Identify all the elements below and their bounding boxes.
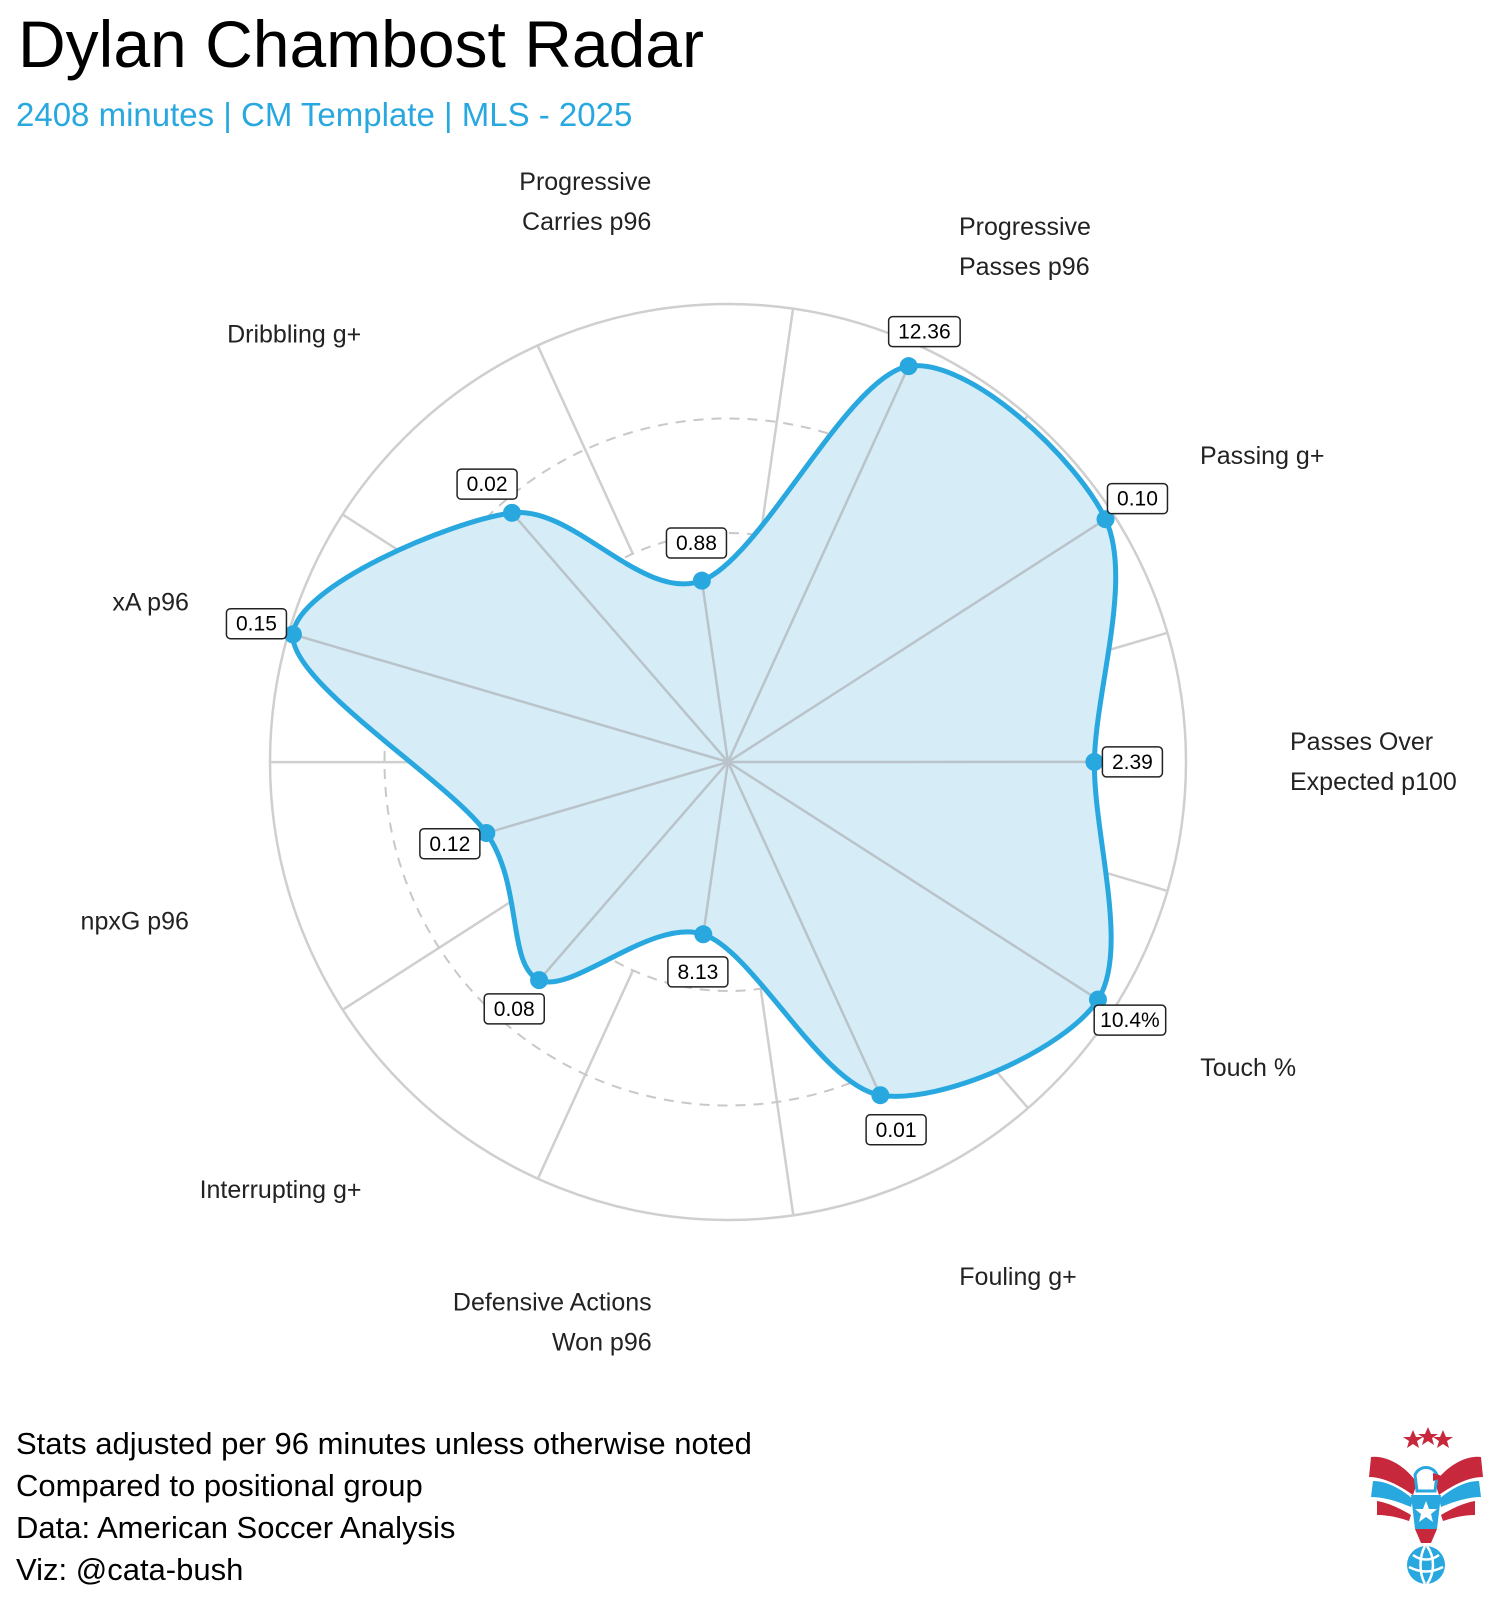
caption-line: Stats adjusted per 96 minutes unless oth… [16, 1426, 752, 1461]
eagle-logo-icon [1369, 1427, 1483, 1585]
caption-line: Viz: @cata-bush [16, 1552, 244, 1587]
value-label: 12.36 [887, 315, 961, 348]
spoke-line [292, 633, 729, 764]
spoke-line [511, 512, 729, 763]
axis-label: Touch % [1200, 1054, 1296, 1082]
axis-label: Dribbling g+ [227, 320, 361, 348]
axis-label: Passing g+ [1200, 442, 1324, 470]
value-label: 0.15 [225, 607, 288, 640]
caption-line: Data: American Soccer Analysis [16, 1510, 456, 1545]
value-label: 0.02 [456, 468, 518, 500]
data-point [477, 824, 496, 843]
axis-label: Interrupting g+ [200, 1176, 362, 1204]
spoke-line [727, 518, 1107, 764]
value-label-text: 0.08 [494, 998, 535, 1021]
value-label-text: 8.13 [677, 961, 718, 984]
spoke-line [485, 760, 729, 835]
spoke-line [538, 761, 729, 981]
data-point [692, 571, 711, 590]
data-point [283, 625, 302, 644]
data-point [1085, 752, 1104, 771]
value-label: 0.12 [419, 828, 481, 860]
data-point [1096, 510, 1115, 529]
chart-subtitle: 2408 minutes | CM Template | MLS - 2025 [16, 96, 633, 133]
radar-fill-area [292, 365, 1116, 1097]
value-label-box [665, 527, 728, 559]
value-label-box [419, 828, 481, 860]
value-label-text: 12.36 [898, 321, 951, 344]
axis-label: Fouling g+ [959, 1263, 1076, 1291]
value-label-text: 10.4% [1100, 1009, 1160, 1032]
axis-label: Expected p100 [1290, 768, 1457, 796]
spoke-line [702, 761, 730, 935]
value-label-text: 0.02 [467, 473, 508, 496]
spoke-line [727, 760, 1099, 1001]
value-label-text: 0.88 [676, 532, 717, 555]
value-label-text: 0.12 [429, 833, 470, 856]
value-label-box [1093, 1004, 1167, 1036]
radar-shape [290, 363, 1119, 1099]
axis-label: Progressive [519, 168, 651, 196]
radar-points: 0.88 12.36 0.10 2.39 10.4% 0.01 8.13 0.08 0.12 0.… [225, 315, 1169, 1146]
wedge-boundary-line [759, 308, 795, 536]
axis-label: Progressive [959, 213, 1091, 241]
value-label-box [667, 956, 729, 988]
chart-title: Dylan Chambost Radar [18, 7, 704, 81]
spoke-line [726, 761, 882, 1096]
value-label: 8.13 [667, 956, 729, 988]
wedge-boundary-line [536, 344, 634, 555]
caption: Stats adjusted per 96 minutes unless oth… [16, 1423, 752, 1591]
data-point [871, 1086, 890, 1105]
axis-label: xA p96 [112, 589, 188, 617]
value-label: 0.88 [665, 527, 728, 559]
value-label-box [483, 993, 545, 1025]
value-label-text: 0.15 [236, 613, 277, 636]
value-label-box [1101, 746, 1164, 778]
data-point [899, 357, 918, 376]
axis-label: Carries p96 [522, 208, 651, 236]
axis-label: Passes Over [1290, 728, 1433, 756]
spoke-line [726, 365, 910, 763]
data-point [694, 925, 713, 944]
value-label-box [225, 607, 288, 640]
radar-outline [290, 363, 1119, 1099]
value-label: 2.39 [1101, 746, 1164, 778]
value-label-text: 2.39 [1112, 751, 1153, 774]
value-label-box [1106, 482, 1169, 515]
value-label-text: 0.10 [1117, 488, 1158, 511]
radar-axis-labels: Progressive Carries p96 Progressive Passes … [81, 168, 1457, 1356]
value-label-text: 0.01 [876, 1119, 917, 1142]
value-label: 0.01 [865, 1114, 927, 1146]
spoke-line [700, 580, 730, 763]
value-label: 0.08 [483, 993, 545, 1025]
data-point [530, 971, 549, 990]
value-label-box [456, 468, 518, 500]
axis-label: Defensive Actions [453, 1288, 652, 1316]
data-point [502, 503, 521, 522]
value-label: 10.4% [1093, 1004, 1167, 1036]
caption-line: Compared to positional group [16, 1468, 423, 1503]
radar-chart: 0.88 12.36 0.10 2.39 10.4% 0.01 8.13 0.08 0.12 0.… [81, 168, 1457, 1356]
axis-label: Passes p96 [959, 253, 1090, 281]
value-label-box [887, 315, 961, 348]
grid-ring [268, 302, 1188, 1222]
data-point [1088, 990, 1107, 1009]
value-label-box [865, 1114, 927, 1146]
value-label: 0.10 [1106, 482, 1169, 515]
axis-label: Won p96 [552, 1328, 652, 1356]
axis-label: npxG p96 [81, 908, 189, 936]
